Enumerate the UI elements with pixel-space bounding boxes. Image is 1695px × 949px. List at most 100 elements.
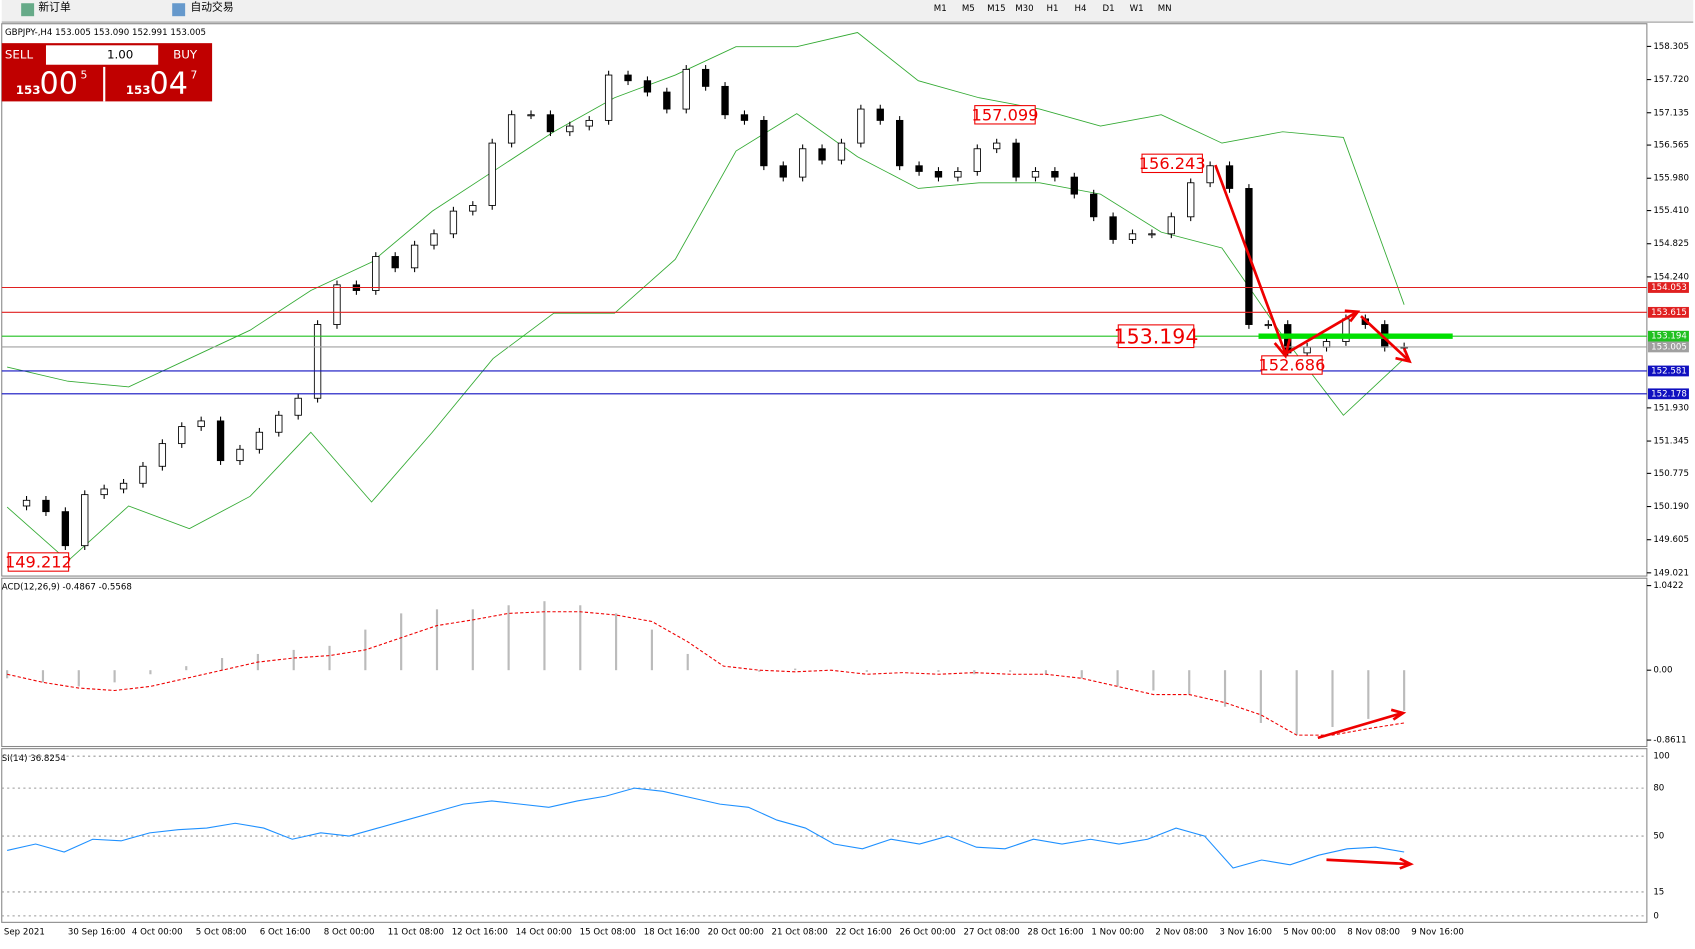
timeframe[interactable]: M1 [934,4,947,14]
x-tick-label: 20 Oct 00:00 [708,928,764,938]
x-tick-label: 15 Oct 08:00 [580,928,636,938]
candle [449,210,458,235]
y-tick-label: 15 [1653,887,1664,897]
candle [818,148,826,161]
y-tick-label: 158.305 [1653,42,1689,52]
bid-mid: 00 [40,67,78,102]
candle [22,499,31,507]
timeframe[interactable]: H4 [1075,4,1087,14]
candle [469,205,477,212]
y-tick-label: 150.190 [1653,502,1689,512]
macd-bar [1331,670,1334,728]
candle [313,324,322,399]
macd-bar [650,629,653,671]
candle [1322,341,1331,348]
y-tick-label: 1.0422 [1653,581,1683,591]
auto-trading[interactable]: 自动交易 [191,1,234,14]
x-tick-label: 30 Sep 16:00 [68,928,126,938]
macd-bar [758,670,761,672]
rsi-line [7,787,1405,869]
x-tick-label: 3 Nov 16:00 [1219,928,1272,938]
sell-button[interactable]: SELL [5,48,34,62]
drawn-arrows [1214,164,1412,364]
candle [1051,171,1059,178]
candle [760,119,768,167]
macd-bar [1116,670,1119,687]
annotation: 152.686 [1259,356,1326,375]
annotation: 157.099 [972,105,1039,124]
macd-bar [543,601,546,671]
x-tick-label: 27 Oct 08:00 [963,928,1019,938]
candle [236,448,244,462]
auto-trading-icon[interactable] [172,3,186,17]
timeframe[interactable]: M30 [1015,4,1033,14]
macd-bar [328,645,331,671]
bollinger-band [7,32,1405,388]
volume[interactable]: 1.00 [107,48,133,62]
level-label: 153.005 [1651,342,1687,352]
y-tick-label: 50 [1653,832,1664,842]
macd-bar [579,605,582,671]
y-tick-label: 157.720 [1653,75,1689,85]
candle [1303,346,1311,354]
x-tick-label: 1 Nov 00:00 [1091,928,1144,938]
macd-signal [7,611,1405,736]
level-tag [1647,330,1689,342]
timeframe[interactable]: MN [1158,4,1172,14]
x-tick-label: 4 Oct 00:00 [132,928,183,938]
annotation: 149.212 [5,553,72,572]
candle [1187,182,1195,218]
x-tick-label: 8 Oct 00:00 [324,928,375,938]
macd-bar [220,658,224,671]
candle [954,171,962,178]
timeframe[interactable]: H1 [1046,4,1058,14]
candle [1128,233,1137,240]
candle [604,74,613,121]
macd-bar [973,670,976,675]
annotation: 153.194 [1114,324,1199,348]
ask-small: 7 [191,69,198,82]
timeframe[interactable]: D1 [1102,4,1114,14]
x-tick-label: 9 Nov 16:00 [1411,928,1464,938]
volume-box[interactable] [45,45,159,65]
x-tick-label: 12 Oct 16:00 [452,928,508,938]
candle [1090,193,1098,218]
candle [1264,324,1272,327]
new-order[interactable]: 新订单 [38,1,71,14]
timeframe[interactable]: W1 [1130,4,1144,14]
timeframe[interactable]: M15 [987,4,1005,14]
macd-bar [937,670,940,672]
candle [934,171,943,178]
candle [993,142,1001,150]
bid-small: 5 [80,69,87,82]
candle [779,165,787,178]
macd-bar [507,605,510,671]
candle [915,165,923,172]
trade-panel: SELL BUY 1.00 153 00 5 153 04 7 [1,43,213,102]
timeframe[interactable]: M5 [962,4,975,14]
candle [643,80,652,93]
y-tick-label: 151.930 [1653,403,1689,413]
macd-bar [794,668,797,671]
y-tick-label: 0.00 [1653,666,1672,676]
level-tag [1647,341,1689,353]
macd-bar [1188,670,1191,695]
macd-bar [1152,670,1155,691]
macd-bar [615,613,618,671]
macd-bar [686,653,689,671]
level-label: 152.178 [1651,389,1687,399]
candle [663,91,671,110]
candle [740,114,749,121]
annotation-box [7,552,70,572]
y-tick-label: 157.135 [1653,108,1689,118]
candle [837,142,846,161]
candle [1167,216,1175,235]
candle [100,488,108,496]
annotation-box [1261,355,1323,375]
x-tick-label: 8 Nov 08:00 [1347,928,1400,938]
candle [197,420,205,428]
y-tick-label: 155.980 [1653,174,1689,184]
new-order-icon[interactable] [21,3,35,17]
buy-button[interactable]: BUY [173,48,198,62]
y-tick-label: 149.605 [1653,535,1689,545]
